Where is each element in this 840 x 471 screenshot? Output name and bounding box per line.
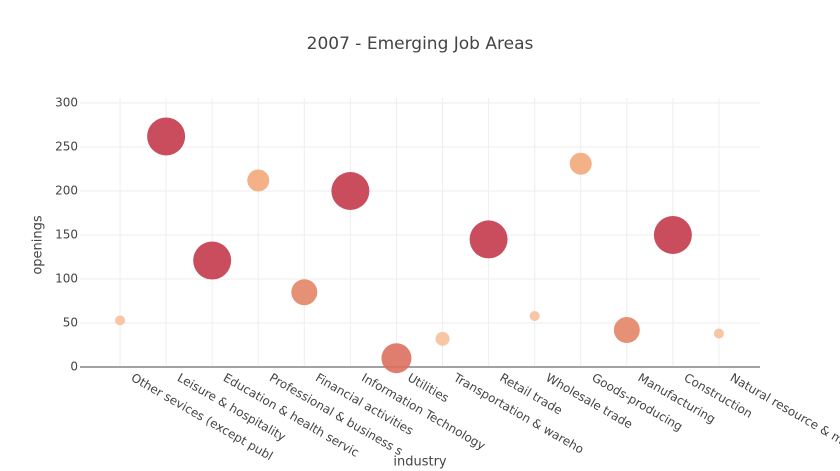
bubble (247, 169, 270, 192)
bubble (381, 343, 412, 374)
y-tick-label: 50 (63, 316, 78, 330)
y-tick-label: 300 (55, 96, 78, 110)
bubble (193, 241, 232, 280)
x-axis-title: industry (393, 455, 447, 470)
y-tick-label: 100 (55, 272, 78, 286)
chart-title: 2007 - Emerging Job Areas (307, 34, 534, 54)
bubble (291, 279, 318, 306)
bubble (331, 172, 370, 210)
bubble (713, 328, 724, 339)
y-tick-label: 150 (55, 228, 78, 242)
bubble (115, 315, 126, 326)
y-tick-label: 250 (55, 140, 78, 154)
bubble (147, 117, 186, 156)
y-axis-title: openings (31, 215, 46, 275)
bubble (569, 152, 592, 175)
bubble (653, 216, 692, 254)
bubble (469, 220, 508, 259)
bubble (435, 331, 450, 346)
bubble (529, 310, 540, 321)
y-tick-label: 200 (55, 184, 78, 198)
bubble (613, 317, 640, 344)
y-tick-label: 0 (70, 360, 78, 374)
